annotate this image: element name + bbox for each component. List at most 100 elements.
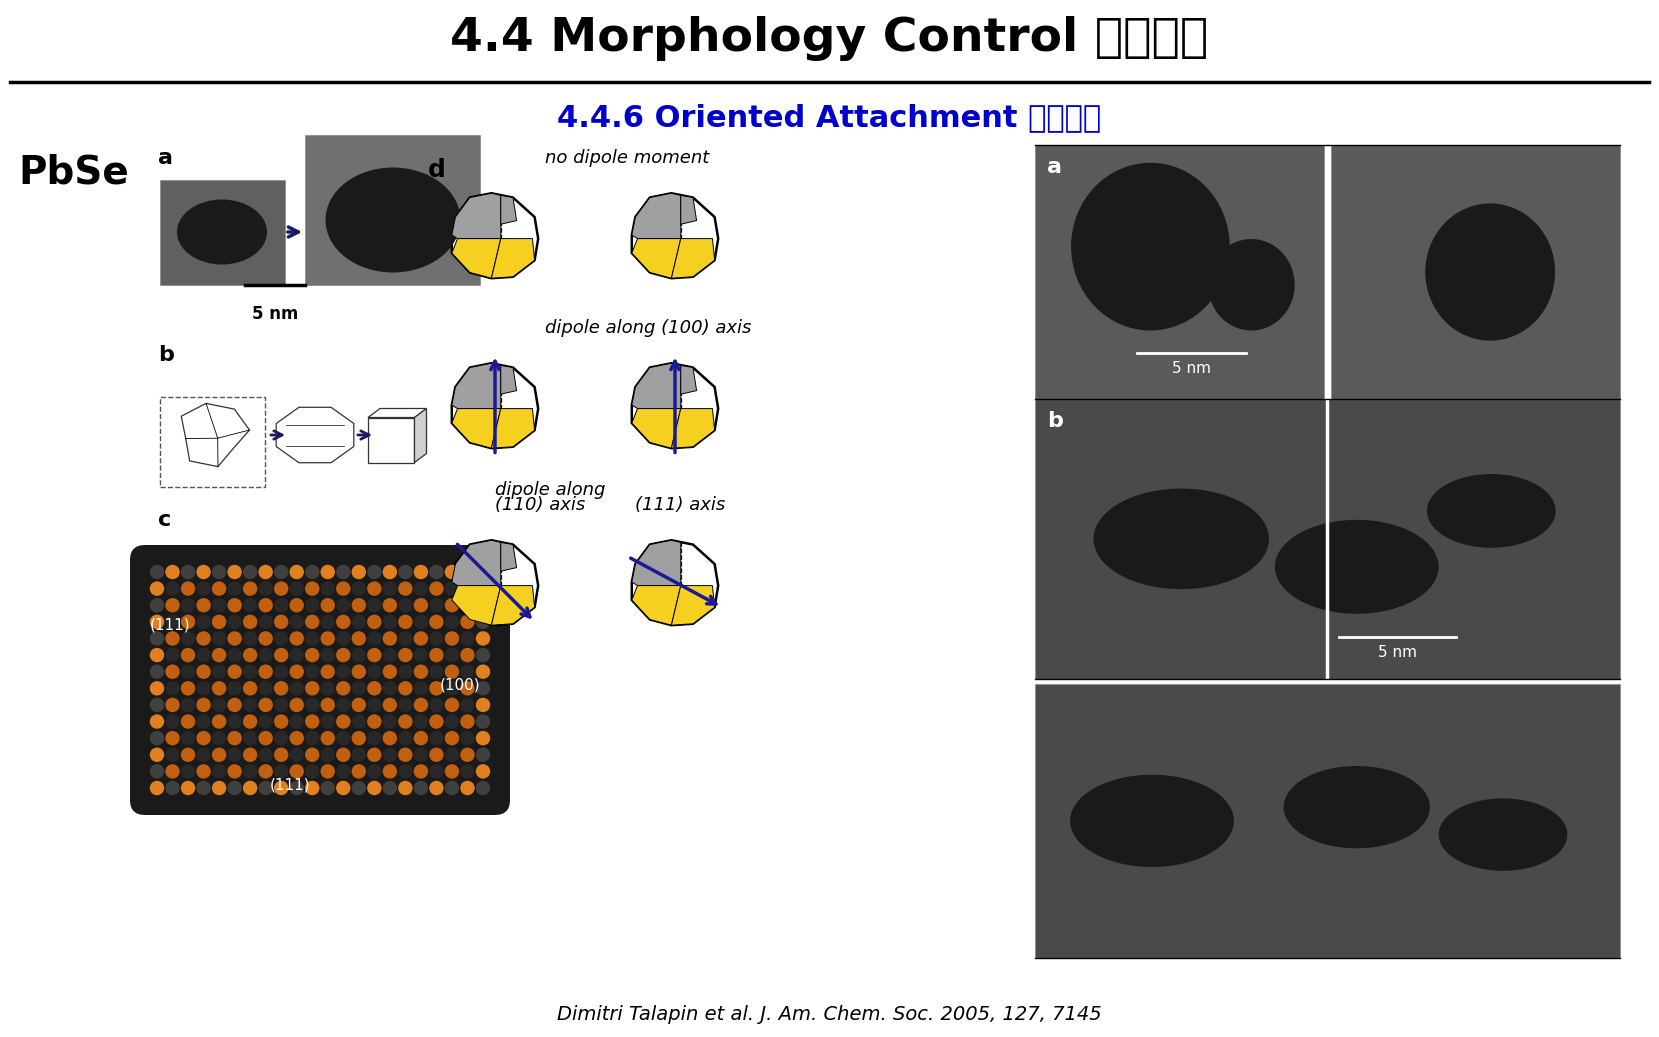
Circle shape [196,714,211,729]
Circle shape [274,665,289,679]
Circle shape [398,698,413,712]
Circle shape [352,665,367,679]
Circle shape [274,714,289,729]
Circle shape [212,781,226,795]
Circle shape [337,731,350,746]
Circle shape [430,648,443,663]
FancyBboxPatch shape [159,180,285,285]
Circle shape [352,748,367,762]
Polygon shape [672,239,715,278]
Circle shape [227,781,242,795]
Circle shape [181,648,196,663]
Circle shape [166,764,179,779]
Circle shape [460,665,474,679]
Polygon shape [632,540,680,586]
Circle shape [460,632,474,646]
Circle shape [367,632,382,646]
Circle shape [181,764,196,779]
FancyBboxPatch shape [1035,399,1619,678]
Circle shape [149,632,164,646]
Circle shape [305,565,320,580]
Circle shape [430,632,443,646]
Text: no dipole moment: no dipole moment [546,149,710,167]
Circle shape [274,698,289,712]
Circle shape [430,665,443,679]
Circle shape [413,731,428,746]
Circle shape [383,632,397,646]
Circle shape [196,665,211,679]
Circle shape [242,748,257,762]
Text: b: b [158,345,174,365]
Polygon shape [275,408,353,463]
Circle shape [337,565,350,580]
Circle shape [242,598,257,613]
Circle shape [367,748,382,762]
Polygon shape [491,586,534,625]
Circle shape [227,681,242,696]
Circle shape [383,714,397,729]
Circle shape [227,665,242,679]
Circle shape [149,748,164,762]
Circle shape [352,698,367,712]
Ellipse shape [1070,775,1234,867]
Circle shape [367,648,382,663]
Circle shape [289,598,304,613]
Circle shape [413,632,428,646]
Circle shape [149,615,164,629]
Circle shape [352,731,367,746]
Circle shape [398,565,413,580]
Polygon shape [632,540,718,625]
Ellipse shape [178,199,267,264]
Ellipse shape [325,168,461,273]
Circle shape [212,731,226,746]
Circle shape [166,665,179,679]
Circle shape [242,764,257,779]
Text: (110) axis: (110) axis [494,496,586,514]
Circle shape [383,681,397,696]
Circle shape [398,582,413,596]
Circle shape [320,648,335,663]
Circle shape [212,681,226,696]
Circle shape [196,565,211,580]
Circle shape [181,565,196,580]
Circle shape [337,582,350,596]
Circle shape [460,681,474,696]
Polygon shape [491,409,534,448]
Circle shape [181,748,196,762]
Circle shape [337,681,350,696]
Circle shape [274,731,289,746]
Circle shape [320,598,335,613]
Circle shape [196,764,211,779]
Circle shape [305,598,320,613]
Circle shape [460,565,474,580]
Circle shape [445,714,460,729]
Text: d: d [428,158,446,183]
Circle shape [227,615,242,629]
Circle shape [181,714,196,729]
Circle shape [289,582,304,596]
Circle shape [259,648,272,663]
Circle shape [305,731,320,746]
Text: PbSe: PbSe [18,153,129,191]
Circle shape [460,731,474,746]
Circle shape [413,781,428,795]
Polygon shape [451,586,501,625]
Circle shape [430,714,443,729]
Circle shape [259,714,272,729]
Polygon shape [451,540,501,586]
Circle shape [259,632,272,646]
Polygon shape [632,363,718,448]
Circle shape [181,665,196,679]
Circle shape [398,615,413,629]
Circle shape [166,615,179,629]
Polygon shape [680,195,697,224]
Text: (111): (111) [270,778,310,792]
Circle shape [242,582,257,596]
Circle shape [242,648,257,663]
Circle shape [445,764,460,779]
Circle shape [305,681,320,696]
Circle shape [460,615,474,629]
Circle shape [476,665,489,679]
Text: b: b [1047,411,1063,431]
Circle shape [413,698,428,712]
